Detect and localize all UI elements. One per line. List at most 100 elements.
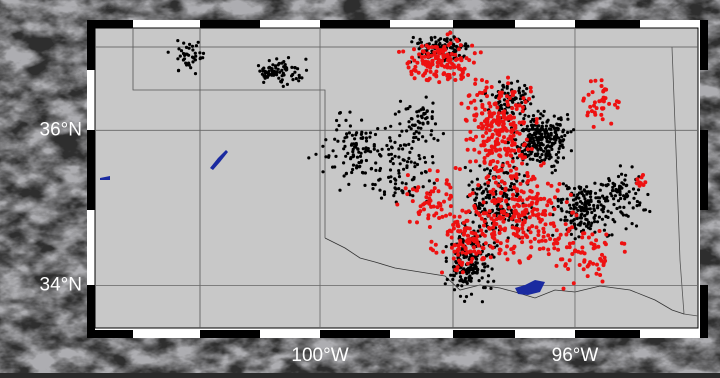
well-dot bbox=[167, 51, 170, 54]
well-dot bbox=[374, 183, 377, 186]
well-dot bbox=[556, 128, 559, 131]
quake-dot bbox=[470, 231, 474, 235]
well-dot bbox=[489, 287, 492, 290]
well-dot bbox=[401, 147, 404, 150]
quake-dot bbox=[462, 231, 466, 235]
well-dot bbox=[601, 218, 604, 221]
well-dot bbox=[632, 187, 635, 190]
quake-dot bbox=[553, 195, 557, 199]
well-dot bbox=[525, 128, 528, 131]
well-dot bbox=[500, 104, 503, 107]
well-dot bbox=[514, 96, 517, 99]
well-dot bbox=[505, 194, 508, 197]
quake-dot bbox=[472, 204, 476, 208]
quake-dot bbox=[480, 112, 484, 116]
quake-dot bbox=[474, 135, 478, 139]
well-dot bbox=[550, 148, 553, 151]
quake-dot bbox=[505, 100, 509, 104]
well-dot bbox=[521, 129, 524, 132]
quake-dot bbox=[448, 31, 452, 35]
quake-dot bbox=[578, 263, 582, 267]
well-dot bbox=[551, 171, 554, 174]
well-dot bbox=[478, 164, 481, 167]
quake-dot bbox=[507, 206, 511, 210]
well-dot bbox=[544, 132, 547, 135]
quake-dot bbox=[454, 166, 458, 170]
well-dot bbox=[177, 47, 180, 50]
well-dot bbox=[389, 168, 392, 171]
quake-dot bbox=[538, 220, 542, 224]
well-dot bbox=[453, 288, 456, 291]
well-dot bbox=[539, 112, 542, 115]
quake-dot bbox=[482, 257, 486, 261]
quake-dot bbox=[521, 109, 525, 113]
quake-dot bbox=[535, 121, 539, 125]
well-dot bbox=[574, 237, 577, 240]
well-dot bbox=[350, 171, 353, 174]
well-dot bbox=[512, 112, 515, 115]
quake-dot bbox=[529, 230, 533, 234]
well-dot bbox=[291, 78, 294, 81]
well-dot bbox=[394, 113, 397, 116]
quake-dot bbox=[580, 246, 584, 250]
frame-block bbox=[87, 285, 95, 338]
well-dot bbox=[569, 207, 572, 210]
quake-dot bbox=[426, 52, 430, 56]
quake-dot bbox=[537, 229, 541, 233]
well-dot bbox=[589, 195, 592, 198]
well-dot bbox=[584, 200, 587, 203]
well-dot bbox=[550, 144, 553, 147]
quake-dot bbox=[509, 149, 513, 153]
quake-dot bbox=[593, 100, 597, 104]
well-dot bbox=[532, 139, 535, 142]
quake-dot bbox=[571, 241, 575, 245]
well-dot bbox=[592, 204, 595, 207]
well-dot bbox=[422, 122, 425, 125]
well-dot bbox=[445, 257, 448, 260]
quake-dot bbox=[431, 189, 435, 193]
quake-dot bbox=[510, 217, 514, 221]
well-dot bbox=[487, 274, 490, 277]
quake-dot bbox=[477, 244, 481, 248]
well-dot bbox=[486, 280, 489, 283]
well-dot bbox=[321, 145, 324, 148]
quake-dot bbox=[441, 50, 445, 54]
well-dot bbox=[431, 110, 434, 113]
quake-dot bbox=[487, 137, 491, 141]
well-dot bbox=[431, 161, 434, 164]
quake-dot bbox=[492, 118, 496, 122]
quake-dot bbox=[556, 188, 560, 192]
well-dot bbox=[194, 55, 197, 58]
well-dot bbox=[351, 150, 354, 153]
well-dot bbox=[496, 244, 499, 247]
quake-dot bbox=[492, 176, 496, 180]
quake-dot bbox=[539, 197, 543, 201]
well-dot bbox=[531, 158, 534, 161]
well-dot bbox=[383, 190, 386, 193]
well-dot bbox=[464, 166, 467, 169]
well-dot bbox=[483, 183, 486, 186]
quake-dot bbox=[436, 205, 440, 209]
quake-dot bbox=[586, 274, 590, 278]
well-dot bbox=[388, 136, 391, 139]
quake-dot bbox=[582, 267, 586, 271]
well-dot bbox=[378, 169, 381, 172]
well-dot bbox=[587, 190, 590, 193]
well-dot bbox=[191, 45, 194, 48]
quake-dot bbox=[515, 187, 519, 191]
quake-dot bbox=[589, 79, 593, 83]
quake-dot bbox=[580, 235, 584, 239]
well-dot bbox=[491, 93, 494, 96]
well-dot bbox=[281, 74, 284, 77]
well-dot bbox=[471, 188, 474, 191]
well-dot bbox=[623, 178, 626, 181]
well-dot bbox=[182, 58, 185, 61]
well-dot bbox=[199, 56, 202, 59]
well-dot bbox=[197, 41, 200, 44]
well-dot bbox=[464, 42, 467, 45]
well-dot bbox=[562, 182, 565, 185]
well-dot bbox=[610, 211, 613, 214]
well-dot bbox=[560, 207, 563, 210]
well-dot bbox=[557, 156, 560, 159]
well-dot bbox=[385, 144, 388, 147]
